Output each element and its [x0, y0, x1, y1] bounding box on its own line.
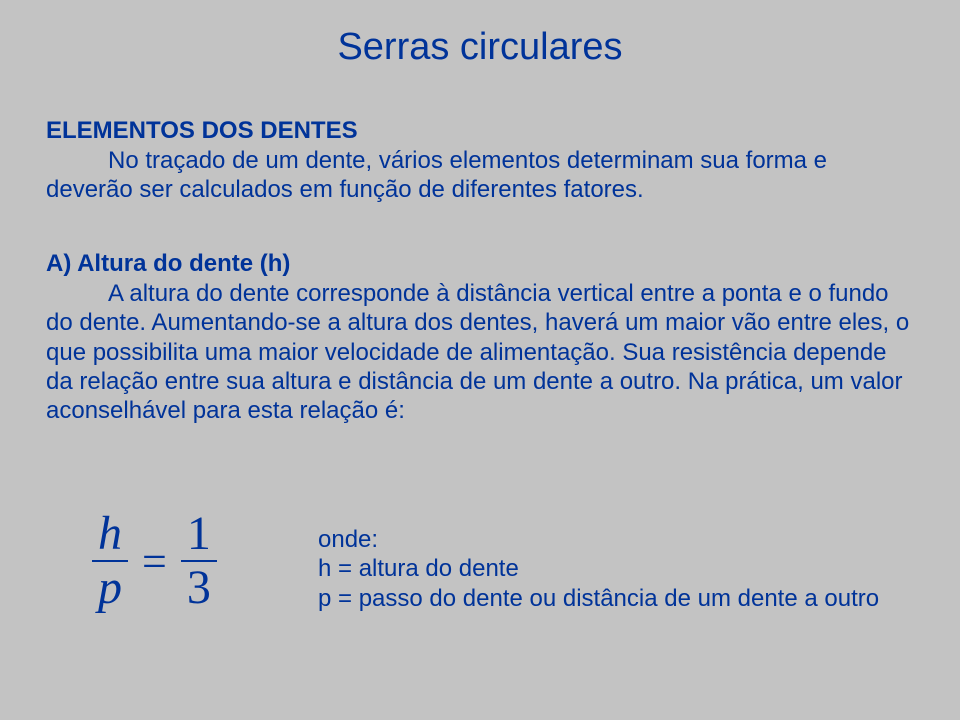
formula: h p = 1 3	[92, 510, 217, 612]
equals-sign: =	[142, 536, 167, 587]
body-paragraph: A altura do dente corresponde à distânci…	[46, 279, 914, 425]
fraction-left-denominator: p	[92, 562, 128, 612]
fraction-right: 1 3	[181, 510, 217, 612]
definitions: onde: h = altura do dente p = passo do d…	[318, 525, 879, 613]
defs-line-p: p = passo do dente ou distância de um de…	[318, 584, 879, 613]
defs-line-h: h = altura do dente	[318, 554, 879, 583]
page-title: Serras circulares	[0, 26, 960, 69]
fraction-left-numerator: h	[92, 510, 128, 560]
defs-onde: onde:	[318, 525, 879, 554]
fraction-left: h p	[92, 510, 128, 612]
section-heading: ELEMENTOS DOS DENTES	[46, 117, 358, 145]
fraction-right-denominator: 3	[181, 562, 217, 612]
subsection-heading: A) Altura do dente (h)	[46, 250, 290, 278]
intro-paragraph: No traçado de um dente, vários elementos…	[46, 146, 914, 205]
fraction-right-numerator: 1	[181, 510, 217, 560]
